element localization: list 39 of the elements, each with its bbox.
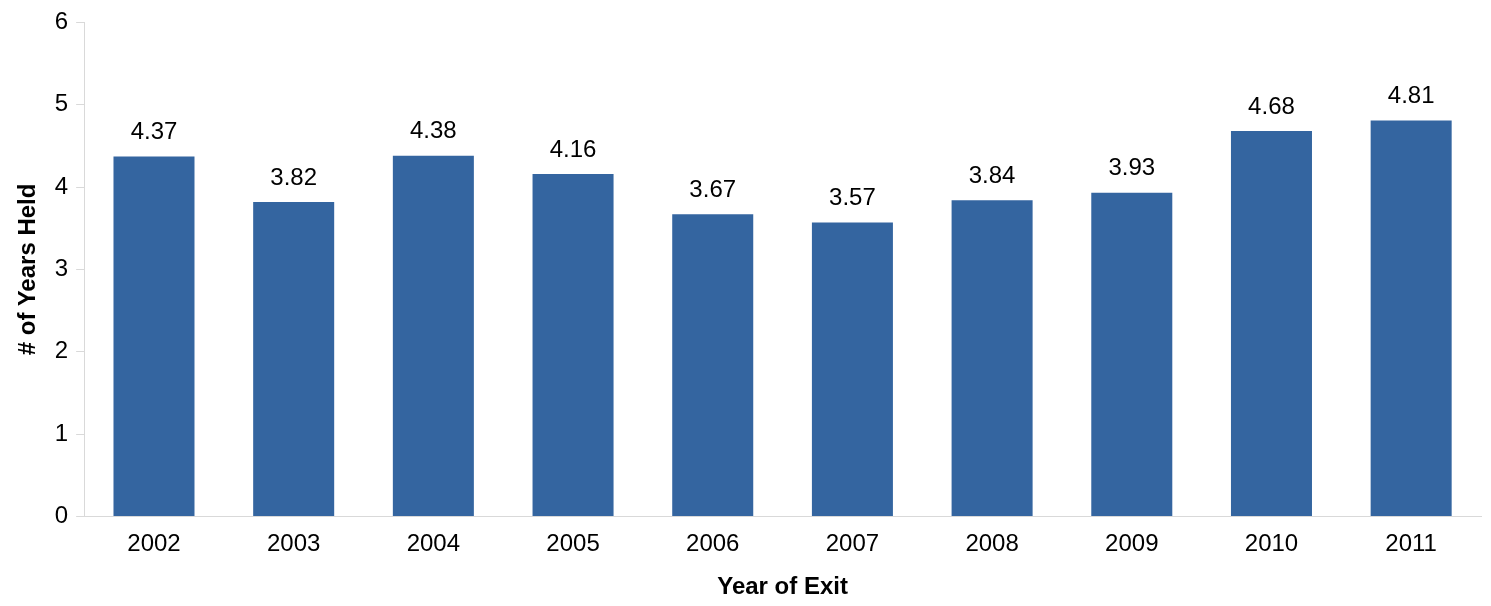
x-tick-label: 2005 [546, 529, 600, 557]
x-axis-title: Year of Exit [717, 572, 848, 600]
x-tick-label: 2010 [1244, 529, 1299, 557]
x-tick-label: 2009 [1105, 529, 1159, 557]
bar [253, 201, 335, 516]
y-tick-label: 4 [54, 171, 69, 199]
y-tick-label: 6 [54, 7, 69, 35]
data-label: 3.67 [689, 174, 737, 202]
data-label: 3.82 [270, 162, 318, 190]
x-tick-label: 2008 [965, 529, 1019, 557]
y-tick-label: 0 [54, 501, 69, 529]
x-tick-label: 2006 [686, 529, 740, 557]
data-label: 4.37 [130, 117, 178, 145]
bar [1091, 192, 1173, 516]
y-tick-label: 2 [54, 336, 69, 364]
bar [392, 155, 474, 516]
y-tick-label: 1 [54, 418, 69, 446]
data-label: 4.16 [549, 134, 597, 162]
bar [1370, 120, 1452, 516]
bar [113, 156, 195, 516]
data-label: 3.84 [968, 160, 1016, 188]
x-tick-label: 2002 [127, 529, 181, 557]
x-tick-label: 2004 [406, 529, 461, 557]
data-label: 3.93 [1108, 153, 1156, 181]
x-tick-label: 2007 [825, 529, 880, 557]
data-label: 4.68 [1248, 91, 1295, 119]
x-tick-label: 2003 [266, 529, 321, 557]
y-axis-title: # of Years Held [13, 183, 41, 356]
bar [532, 173, 614, 516]
bar [672, 214, 754, 516]
bar [1230, 131, 1312, 516]
x-tick-label: 2011 [1385, 529, 1437, 557]
data-label: 3.57 [829, 183, 876, 211]
data-label: 4.81 [1387, 81, 1435, 108]
y-tick-label: 3 [54, 254, 69, 282]
bar [811, 222, 893, 516]
y-tick-label: 5 [54, 89, 69, 117]
bar [951, 200, 1033, 516]
data-label: 4.38 [410, 116, 457, 144]
